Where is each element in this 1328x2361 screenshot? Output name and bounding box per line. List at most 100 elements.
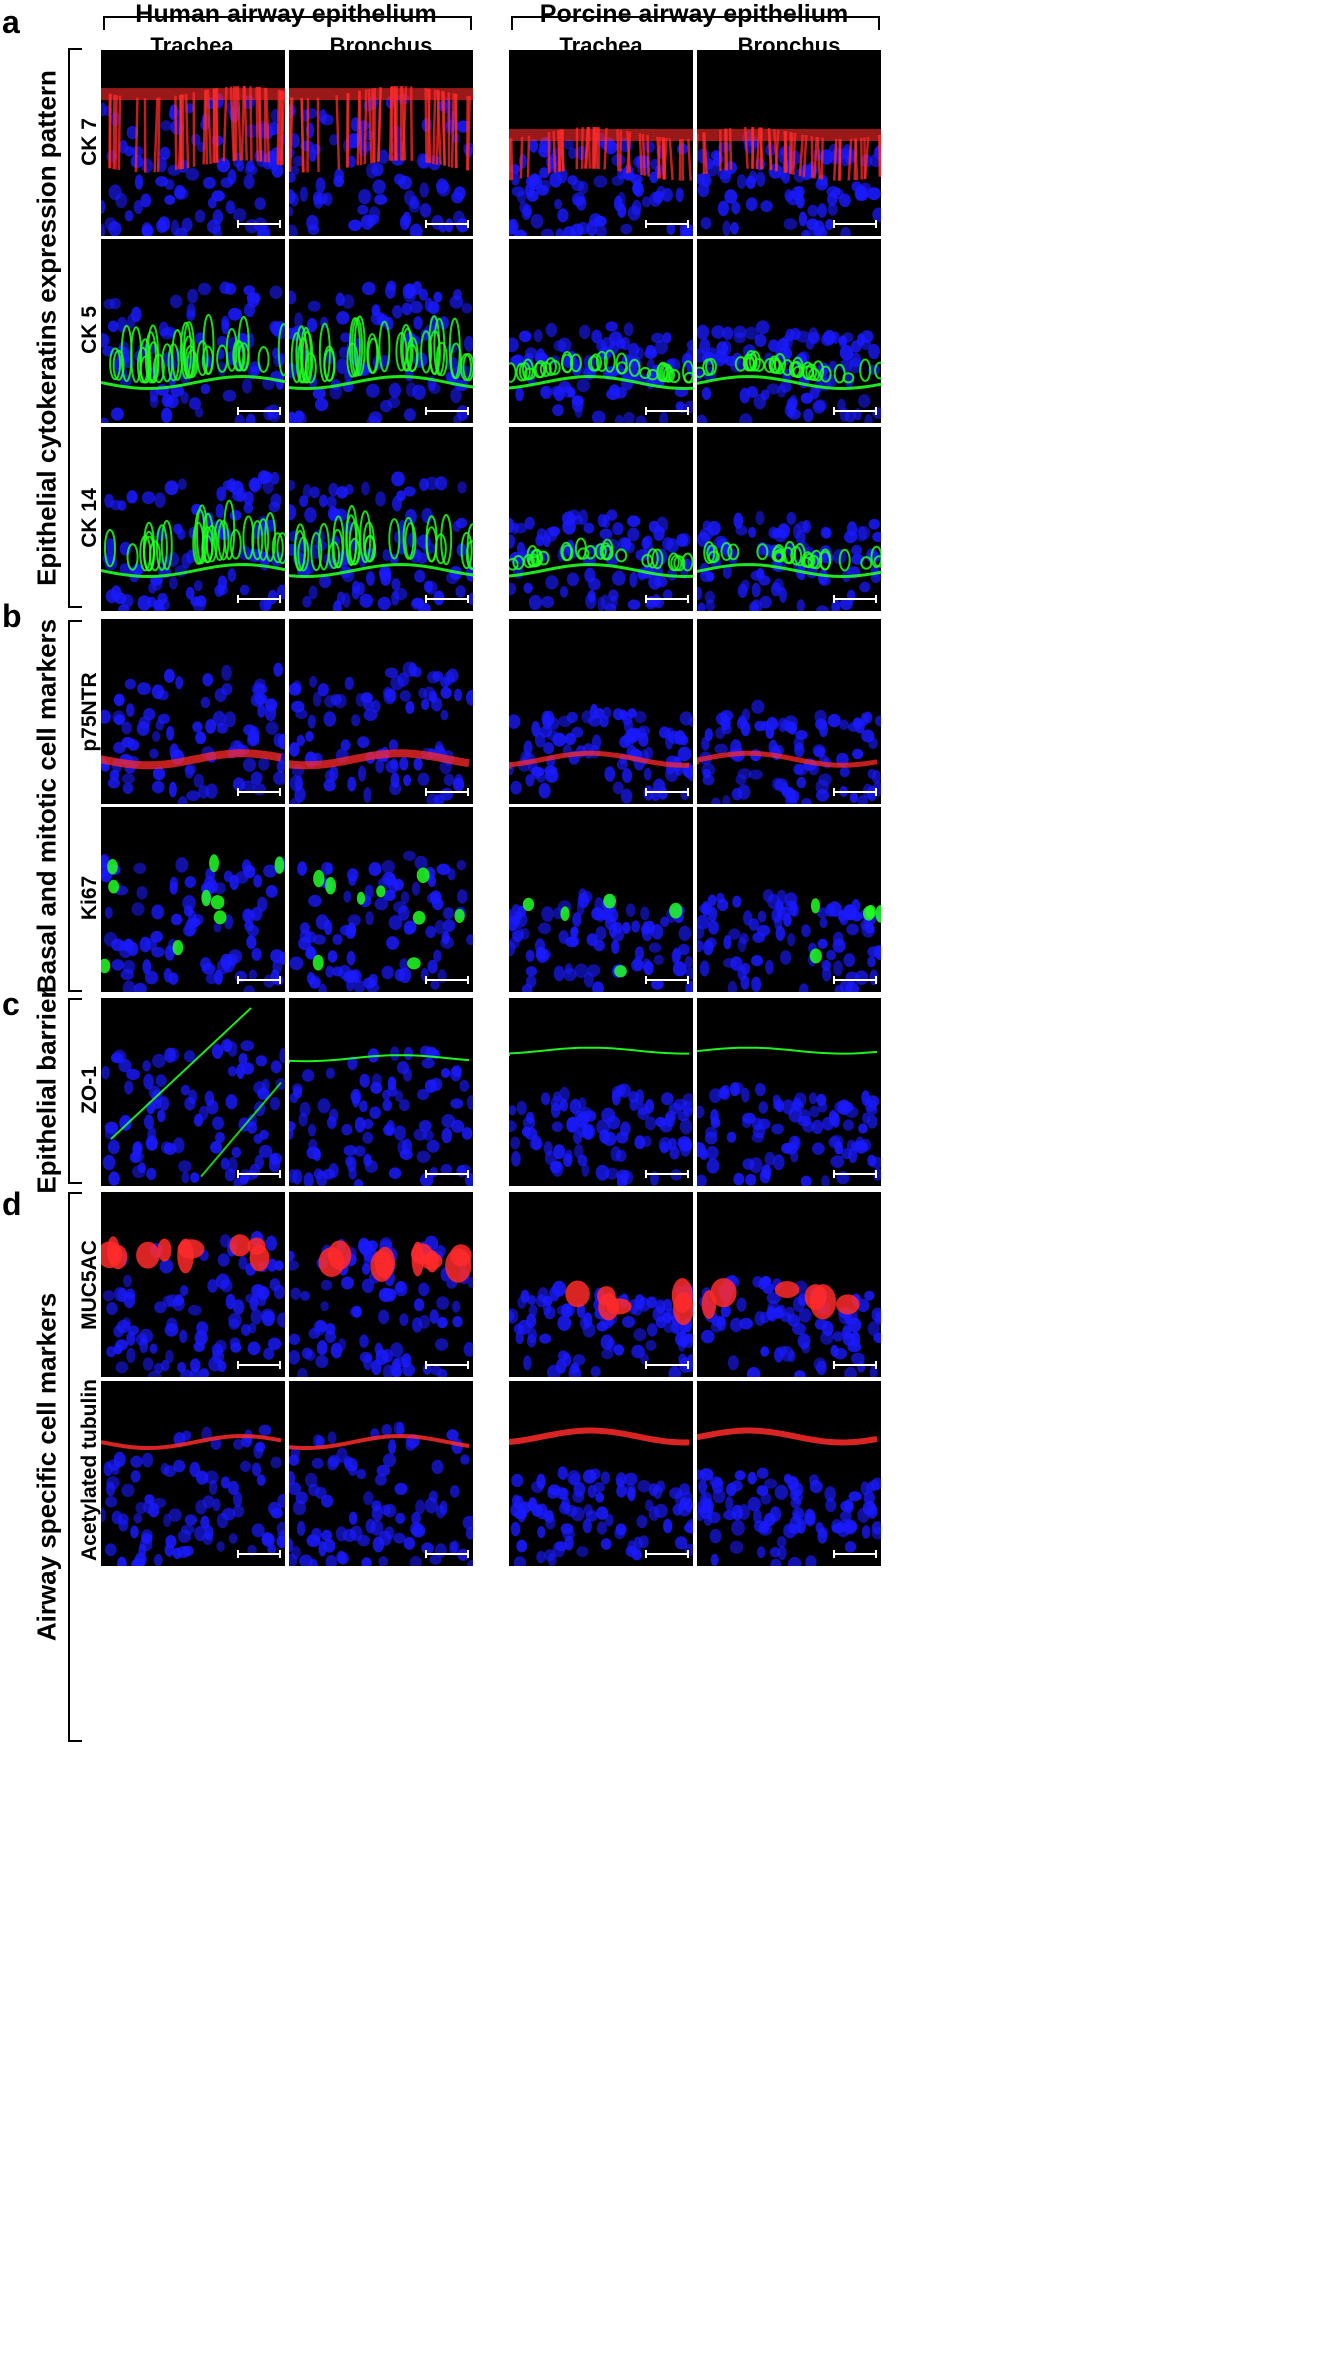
scale-bar (237, 220, 281, 228)
micrograph (289, 619, 473, 804)
panel-letter-a: a (2, 4, 20, 40)
micrograph (697, 50, 881, 236)
micrograph (509, 998, 693, 1186)
micrograph-image (101, 1231, 285, 1377)
scale-bar (645, 1361, 689, 1369)
micrograph-image (509, 321, 693, 423)
marker-label-acetylated-tubulin: Acetylated tubulin (78, 1378, 101, 1562)
scale-bar (833, 1361, 877, 1369)
scale-bar (645, 407, 689, 415)
scale-bar (645, 220, 689, 228)
scale-bar (425, 1170, 469, 1178)
micrograph (509, 1192, 693, 1377)
micrograph-image (509, 703, 693, 804)
micrograph (289, 1192, 473, 1377)
micrograph-image (289, 661, 473, 804)
scale-bar (425, 407, 469, 415)
micrograph (697, 619, 881, 804)
micrograph (697, 807, 881, 992)
group-label-d: Airway specific cell markers (31, 1292, 62, 1642)
micrograph (289, 807, 473, 992)
micrograph (697, 1381, 881, 1566)
micrograph-image (697, 889, 881, 992)
scale-bar (833, 595, 877, 603)
micrograph-image (101, 281, 285, 423)
micrograph-image (697, 699, 881, 804)
micrograph (101, 239, 285, 423)
panel-letter-b: b (2, 598, 22, 634)
micrograph (101, 998, 285, 1186)
micrograph (101, 807, 285, 992)
micrograph (509, 619, 693, 804)
micrograph (289, 239, 473, 423)
marker-label-muc5ac: MUC5AC (78, 1240, 101, 1330)
micrograph-image (509, 509, 693, 611)
micrograph (101, 427, 285, 611)
scale-bar (425, 788, 469, 796)
micrograph (697, 998, 881, 1186)
scale-bar (645, 976, 689, 984)
micrograph (697, 1192, 881, 1377)
scale-bar (833, 1550, 877, 1558)
marker-label-ck7: CK 7 (78, 118, 101, 166)
scale-bar (425, 976, 469, 984)
micrograph (101, 50, 285, 236)
marker-label-ki67: Ki67 (78, 875, 101, 921)
micrograph (509, 1381, 693, 1566)
group-label-b: Basal and mitotic cell markers (31, 618, 62, 994)
group-bracket-d (68, 1192, 82, 1742)
panel-letter-c: c (2, 986, 20, 1022)
micrograph-image (289, 850, 473, 992)
scale-bar (425, 595, 469, 603)
scale-bar (237, 976, 281, 984)
micrograph (101, 1381, 285, 1566)
micrograph (101, 619, 285, 804)
scale-bar (425, 220, 469, 228)
species-header-porcine: Porcine airway epithelium (539, 0, 849, 28)
species-bracket-porcine (511, 16, 880, 30)
micrograph (289, 50, 473, 236)
micrograph-image (101, 662, 285, 804)
micrograph (697, 427, 881, 611)
group-label-c: Epithelial barrier (31, 988, 62, 1194)
micrograph (697, 239, 881, 423)
micrograph (289, 1381, 473, 1566)
micrograph-image (697, 126, 881, 236)
species-bracket-human (103, 16, 472, 30)
micrograph-image (699, 1274, 881, 1377)
micrograph-image (101, 853, 285, 992)
group-bracket-c (68, 998, 82, 1184)
micrograph (289, 427, 473, 611)
micrograph-image (101, 470, 285, 611)
micrograph-image (697, 320, 881, 423)
scale-bar (425, 1550, 469, 1558)
micrograph-image (289, 86, 473, 236)
scale-bar (237, 1550, 281, 1558)
scale-bar (833, 1170, 877, 1178)
scale-bar (237, 788, 281, 796)
marker-label-ck14: CK 14 (78, 488, 101, 548)
micrograph (509, 50, 693, 236)
scale-bar (425, 1361, 469, 1369)
scale-bar (237, 595, 281, 603)
micrograph (509, 239, 693, 423)
micrograph-image (509, 1046, 693, 1186)
micrograph-image (697, 1046, 881, 1186)
micrograph (509, 807, 693, 992)
scale-bar (645, 595, 689, 603)
marker-label-p75ntr: p75NTR (78, 672, 101, 752)
micrograph-image (509, 1427, 693, 1566)
micrograph (289, 998, 473, 1186)
marker-label-ck5: CK 5 (78, 306, 101, 354)
micrograph-image (289, 471, 473, 611)
micrograph-image (509, 126, 693, 236)
group-bracket-b (68, 620, 82, 992)
micrograph-image (289, 1421, 473, 1566)
micrograph-image (509, 888, 693, 992)
scale-bar (237, 1170, 281, 1178)
micrograph-image (101, 86, 285, 236)
scale-bar (833, 976, 877, 984)
scale-bar (237, 407, 281, 415)
scale-bar (645, 788, 689, 796)
group-label-a: Epithelial cytokeratins expression patte… (31, 70, 62, 586)
